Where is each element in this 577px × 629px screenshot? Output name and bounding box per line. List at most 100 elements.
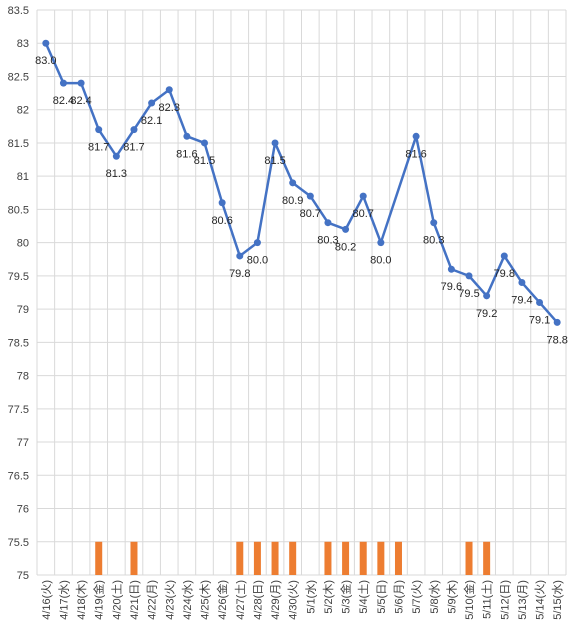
x-tick-label: 5/12(日) <box>499 580 511 620</box>
data-label: 79.5 <box>458 288 479 300</box>
data-point <box>465 272 473 280</box>
x-tick-label: 4/30(火) <box>288 580 300 620</box>
y-tick-label: 76.5 <box>8 470 29 482</box>
holiday-bars <box>95 541 491 575</box>
y-tick-label: 75 <box>17 570 29 582</box>
data-point <box>95 126 103 134</box>
x-tick-label: 5/9(木) <box>445 580 458 614</box>
data-point <box>183 132 191 140</box>
holiday-bar <box>271 541 279 575</box>
holiday-bar <box>394 541 402 575</box>
x-tick-label: 4/21(日) <box>129 580 141 620</box>
y-tick-label: 78.5 <box>8 337 29 349</box>
y-tick-label: 79 <box>17 304 29 316</box>
y-tick-label: 79.5 <box>8 271 29 283</box>
data-point <box>536 298 544 306</box>
x-tick-label: 4/22(月) <box>147 580 159 620</box>
data-label: 81.6 <box>176 148 197 160</box>
x-tick-label: 4/28(日) <box>252 580 264 620</box>
x-tick-label: 5/1(水) <box>304 580 317 614</box>
data-point <box>342 225 350 233</box>
data-point <box>518 279 526 287</box>
y-tick-label: 75.5 <box>8 537 29 549</box>
x-tick-label: 5/10(金) <box>462 580 476 620</box>
weight-series-points <box>42 39 561 326</box>
gridlines <box>36 9 567 576</box>
y-tick-label: 78 <box>17 371 29 383</box>
data-label: 79.8 <box>494 268 515 280</box>
y-tick-label: 80.5 <box>8 204 29 216</box>
x-tick-label: 5/14(火) <box>535 580 547 620</box>
data-label: 79.8 <box>229 268 250 280</box>
data-label: 80.3 <box>317 235 338 247</box>
data-point <box>236 252 244 260</box>
data-label: 79.2 <box>476 308 497 320</box>
holiday-bar <box>359 541 367 575</box>
data-point <box>165 86 173 94</box>
x-tick-label: 5/6(月) <box>393 580 405 614</box>
x-tick-label: 4/16(火) <box>41 580 53 620</box>
data-point <box>324 219 332 227</box>
holiday-bar <box>253 541 261 575</box>
x-tick-label: 5/3(金) <box>339 580 353 614</box>
x-axis-tick-labels: 4/16(火) 4/17(水) 4/18(木) 4/19(金) 4/20(土) 4/21(… <box>41 580 564 620</box>
holiday-bar <box>130 541 138 575</box>
data-label: 79.6 <box>441 281 462 293</box>
data-label: 81.3 <box>106 168 127 180</box>
data-point <box>218 199 226 207</box>
y-axis-tick-labels: 75 75.5 76 76.5 77 77.5 78 78.5 79 79.5 80 80.5 81 81… <box>8 5 29 582</box>
data-point <box>59 79 67 87</box>
data-point <box>500 252 508 260</box>
x-tick-label: 4/29(月) <box>270 580 282 620</box>
x-tick-label: 4/25(木) <box>199 580 212 620</box>
holiday-bar <box>236 541 244 575</box>
data-point <box>430 219 438 227</box>
data-point <box>412 132 420 140</box>
x-tick-label: 4/20(土) <box>110 580 123 620</box>
x-tick-label: 5/8(水) <box>428 580 441 614</box>
data-point <box>553 318 561 326</box>
data-label: 81.7 <box>123 142 144 154</box>
y-tick-label: 82.5 <box>8 71 29 83</box>
data-label: 83.0 <box>35 55 56 67</box>
holiday-bar <box>342 541 350 575</box>
x-tick-label: 4/26(金) <box>215 580 229 620</box>
data-point <box>148 99 156 107</box>
data-label: 79.1 <box>529 314 550 326</box>
y-tick-label: 83 <box>17 38 29 50</box>
data-labels: 83.082.482.481.781.381.782.182.381.681.5… <box>35 55 568 346</box>
holiday-bar <box>95 541 103 575</box>
y-tick-label: 83.5 <box>8 5 29 17</box>
data-label: 80.7 <box>353 208 374 220</box>
x-tick-label: 5/5(日) <box>376 580 388 614</box>
data-point <box>271 139 279 147</box>
data-label: 78.8 <box>546 334 567 346</box>
y-tick-label: 80 <box>17 238 29 250</box>
data-label: 82.4 <box>53 95 74 107</box>
data-point <box>201 139 209 147</box>
y-tick-label: 81.5 <box>8 138 29 150</box>
data-label: 80.3 <box>423 235 444 247</box>
x-tick-label: 4/18(木) <box>75 580 88 620</box>
data-label: 82.1 <box>141 115 162 127</box>
x-tick-label: 5/15(水) <box>551 580 564 620</box>
data-point <box>112 152 120 160</box>
x-tick-label: 5/11(土) <box>481 580 494 619</box>
data-label: 82.4 <box>70 95 91 107</box>
data-label: 81.5 <box>194 155 215 167</box>
x-tick-label: 4/23(火) <box>164 580 176 620</box>
data-label: 79.4 <box>511 295 532 307</box>
y-tick-label: 82 <box>17 105 29 117</box>
holiday-bar <box>324 541 332 575</box>
holiday-bar <box>465 541 473 575</box>
data-label: 81.5 <box>264 155 285 167</box>
holiday-bar <box>483 541 491 575</box>
data-point <box>359 192 367 200</box>
data-point <box>483 292 491 300</box>
y-tick-label: 77.5 <box>8 404 29 416</box>
x-tick-label: 4/19(金) <box>92 580 106 620</box>
x-tick-label: 4/24(水) <box>181 580 194 620</box>
data-label: 80.0 <box>247 255 268 267</box>
data-label: 80.6 <box>211 215 232 227</box>
